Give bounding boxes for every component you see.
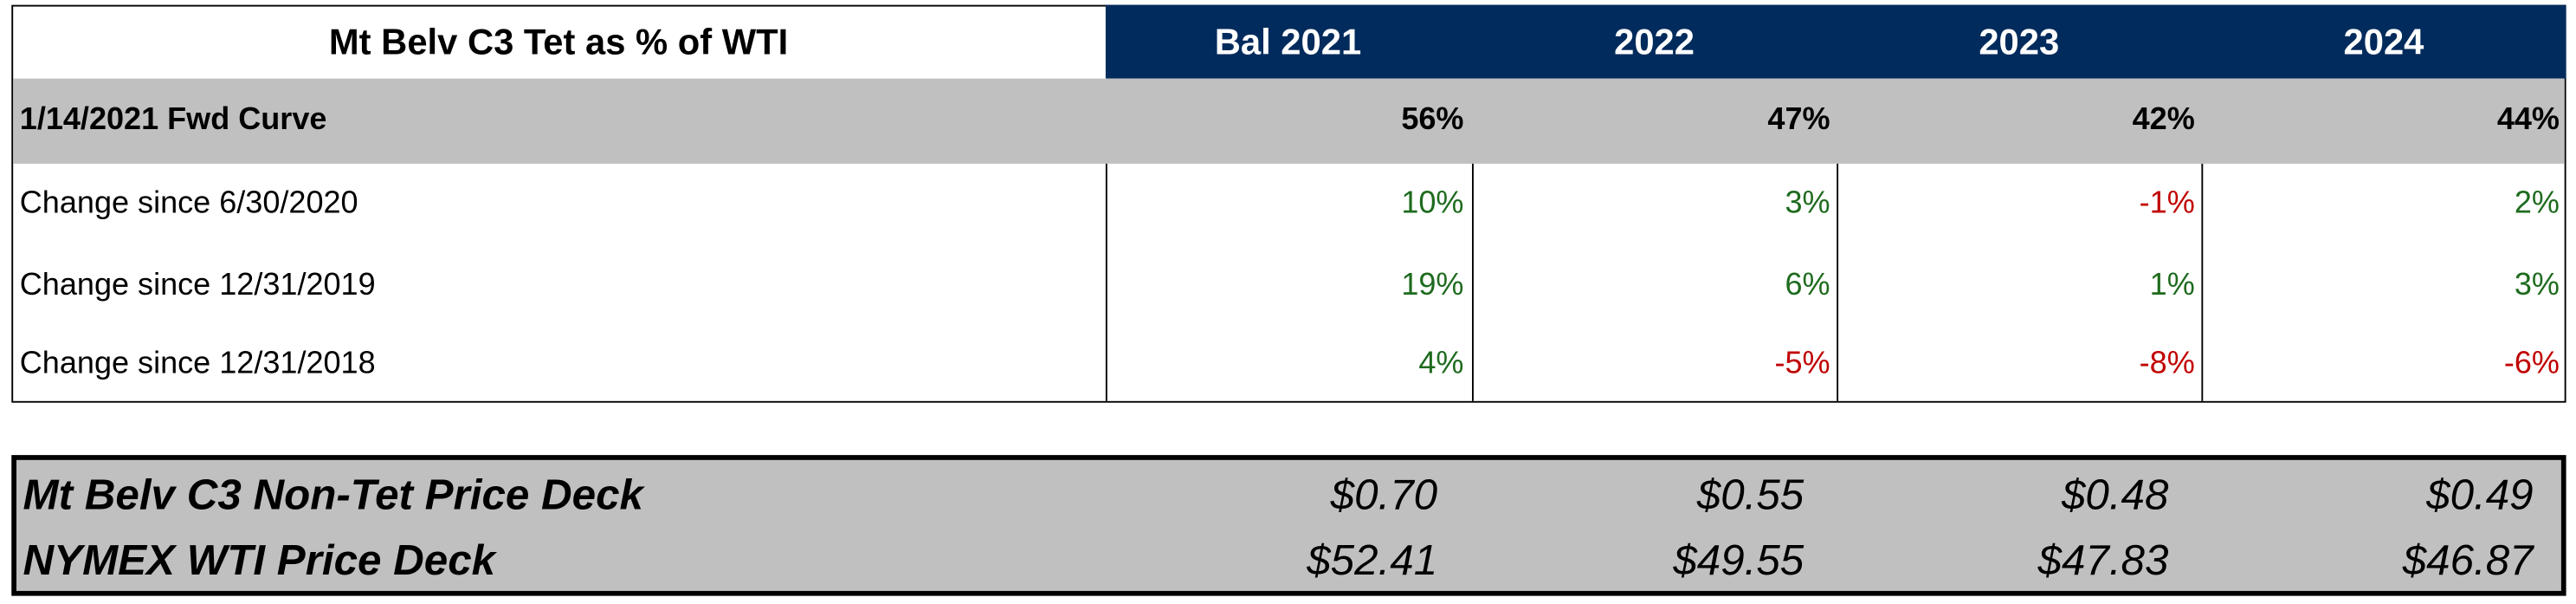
cell-value: -6% bbox=[2503, 346, 2560, 381]
header-band bbox=[1105, 4, 2566, 79]
deck-label: NYMEX WTI Price Deck bbox=[23, 534, 496, 584]
cell-value: 10% bbox=[1401, 186, 1464, 222]
column-divider bbox=[2201, 163, 2204, 401]
row-band bbox=[13, 78, 2565, 164]
column-header: Bal 2021 bbox=[1214, 20, 1362, 62]
cell-value: 2% bbox=[2514, 186, 2560, 222]
cell-value: 42% bbox=[2132, 103, 2195, 138]
cell-value: 19% bbox=[1401, 267, 1464, 302]
cell-value: -5% bbox=[1774, 346, 1830, 381]
column-divider bbox=[1105, 163, 1107, 401]
row-label: Change since 6/30/2020 bbox=[19, 186, 358, 222]
deck-value: $46.87 bbox=[2402, 534, 2534, 584]
cell-value: 4% bbox=[1418, 346, 1464, 381]
cell-value: 6% bbox=[1785, 267, 1830, 302]
deck-value: $49.55 bbox=[1673, 534, 1804, 584]
price-deck-box bbox=[11, 455, 2566, 596]
cell-value: 44% bbox=[2496, 103, 2560, 138]
cell-value: 56% bbox=[1401, 103, 1464, 138]
row-label: Change since 12/31/2019 bbox=[19, 267, 376, 302]
row-label: 1/14/2021 Fwd Curve bbox=[19, 103, 327, 138]
column-header: 2023 bbox=[1979, 20, 2060, 62]
table-title: Mt Belv C3 Tet as % of WTI bbox=[328, 20, 789, 62]
cell-value: 3% bbox=[1785, 186, 1830, 222]
row-label: Change since 12/31/2018 bbox=[19, 346, 376, 381]
cell-value: 3% bbox=[2514, 267, 2560, 302]
cell-value: 1% bbox=[2149, 267, 2195, 302]
column-divider bbox=[1471, 163, 1474, 401]
cell-value: -1% bbox=[2139, 186, 2195, 222]
deck-value: $47.83 bbox=[2037, 534, 2169, 584]
column-header: 2022 bbox=[1614, 20, 1695, 62]
deck-value: $0.48 bbox=[2061, 469, 2169, 518]
cell-value: -8% bbox=[2139, 346, 2195, 381]
cell-value: 47% bbox=[1767, 103, 1830, 138]
deck-value: $0.70 bbox=[1330, 469, 1438, 518]
deck-value: $52.41 bbox=[1307, 534, 1438, 584]
deck-label: Mt Belv C3 Non-Tet Price Deck bbox=[23, 469, 643, 518]
deck-value: $0.55 bbox=[1696, 469, 1804, 518]
column-header: 2024 bbox=[2343, 20, 2424, 62]
column-divider bbox=[1837, 163, 1839, 401]
deck-value: $0.49 bbox=[2426, 469, 2534, 518]
